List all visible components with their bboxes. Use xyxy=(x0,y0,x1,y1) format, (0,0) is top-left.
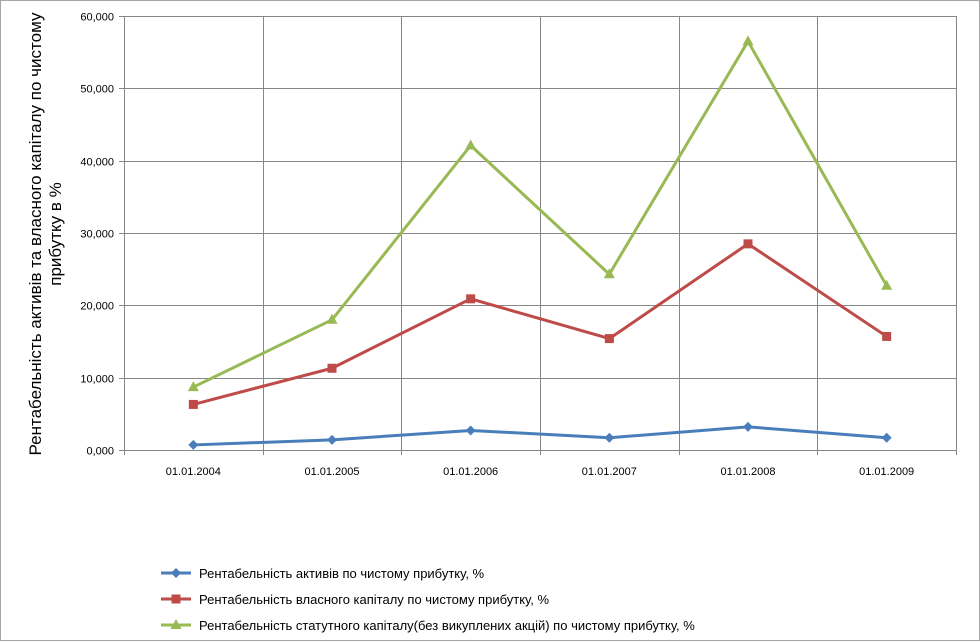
data-point-marker xyxy=(742,35,754,46)
legend-marker xyxy=(170,619,182,629)
legend-entry-2: Рентабельність власного капіталу по чист… xyxy=(161,592,549,607)
legend-entry-3: Рентабельність статутного капіталу(без в… xyxy=(161,618,695,633)
series-line xyxy=(191,242,889,406)
y-axis-label: Рентабельність активів та власного капіт… xyxy=(26,12,65,455)
legend: Рентабельність активів по чистому прибут… xyxy=(161,566,695,633)
series-1 xyxy=(188,421,892,450)
y-tick-label: 30,000 xyxy=(80,229,114,241)
data-point-marker xyxy=(603,268,615,279)
data-point-marker xyxy=(466,294,476,304)
legend-label: Рентабельність власного капіталу по чист… xyxy=(199,592,549,607)
data-point-marker xyxy=(604,432,615,443)
x-tick-label: 01.01.2009 xyxy=(859,466,914,478)
y-tick-label: 50,000 xyxy=(80,84,114,96)
y-tick-label: 60,000 xyxy=(80,12,114,24)
x-tick-label: 01.01.2008 xyxy=(720,466,775,478)
y-axis-ticks: 0,000 10,000 20,000 30,000 40,000 50,000 60,00… xyxy=(80,12,114,458)
data-point-marker xyxy=(465,139,477,150)
data-point-marker xyxy=(743,421,753,432)
y-axis-label-line-1: Рентабельність активів та власного капіт… xyxy=(26,12,45,455)
y-tick-label: 20,000 xyxy=(80,301,114,313)
y-tick-label: 40,000 xyxy=(80,157,114,169)
data-point-marker xyxy=(188,439,199,450)
x-tick-label: 01.01.2006 xyxy=(443,466,498,478)
y-tick-label: 0,000 xyxy=(86,446,114,458)
x-tick-label: 01.01.2005 xyxy=(304,466,359,478)
series-2 xyxy=(188,239,892,409)
data-point-marker xyxy=(187,381,199,392)
data-point-marker xyxy=(188,399,198,409)
x-tick-label: 01.01.2007 xyxy=(582,466,637,478)
series-line xyxy=(191,39,889,389)
legend-marker xyxy=(171,568,181,578)
data-point-marker xyxy=(327,363,337,373)
data-point-marker xyxy=(881,279,893,290)
legend-label: Рентабельність активів по чистому прибут… xyxy=(199,566,485,581)
data-point-marker xyxy=(465,425,476,436)
data-point-marker xyxy=(327,434,337,445)
x-axis-ticks: 01.01.2004 01.01.2005 01.01.2006 01.01.2007… xyxy=(166,466,914,478)
legend-label: Рентабельність статутного капіталу(без в… xyxy=(199,618,695,633)
y-tick-label: 10,000 xyxy=(80,374,114,386)
data-point-marker xyxy=(882,331,892,341)
series-line xyxy=(191,425,889,447)
axes xyxy=(119,16,957,455)
y-axis-label-line-2: прибутку в % xyxy=(46,182,65,286)
legend-marker xyxy=(171,594,181,604)
data-point-marker xyxy=(743,239,753,249)
series-lines xyxy=(187,35,893,450)
data-point-marker xyxy=(881,432,892,443)
series-3 xyxy=(187,35,893,392)
grid-lines xyxy=(124,16,957,451)
legend-entry-1: Рентабельність активів по чистому прибут… xyxy=(161,566,485,581)
x-tick-label: 01.01.2004 xyxy=(166,466,221,478)
data-point-marker xyxy=(604,334,614,344)
data-point-marker xyxy=(326,313,338,324)
